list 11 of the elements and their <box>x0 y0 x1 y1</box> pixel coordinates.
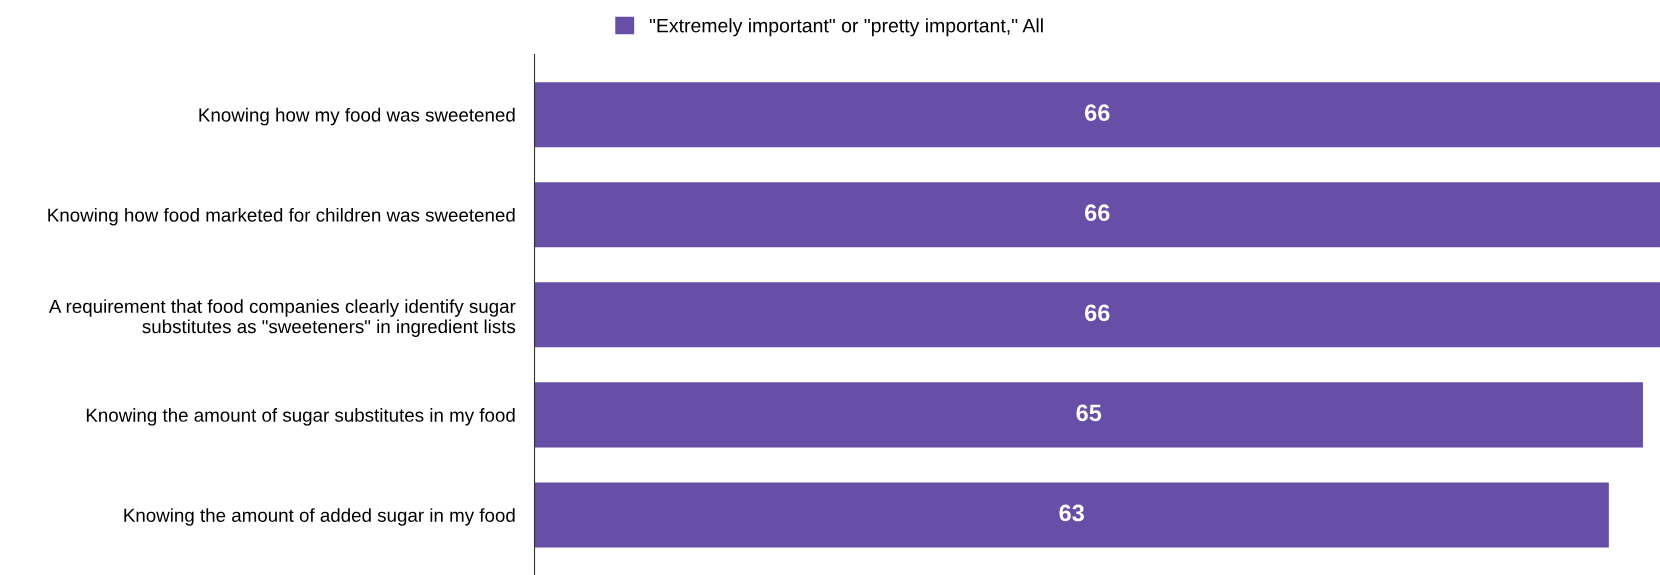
y-tick-label: Knowing how food marketed for children was sweetened <box>48 207 515 226</box>
data-label: 66 <box>1084 204 1110 222</box>
data-label: 66 <box>1084 104 1110 122</box>
y-tick-label: Knowing the amount of added sugar in my food <box>124 508 515 526</box>
data-label: 66 <box>1084 304 1110 322</box>
data-label: 65 <box>1076 404 1102 422</box>
y-tick-label: A requirement that food companies clearly identify sugar substitutes as "sweeteners" in ingredient lists <box>48 299 516 337</box>
data-label: 63 <box>1059 504 1084 522</box>
y-tick-label: Knowing how my food was sweetened <box>199 107 515 126</box>
legend-label: "Extremely important" or "pretty important," All <box>649 18 1043 37</box>
y-tick-label: Knowing the amount of sugar substitutes in my food <box>86 408 515 426</box>
